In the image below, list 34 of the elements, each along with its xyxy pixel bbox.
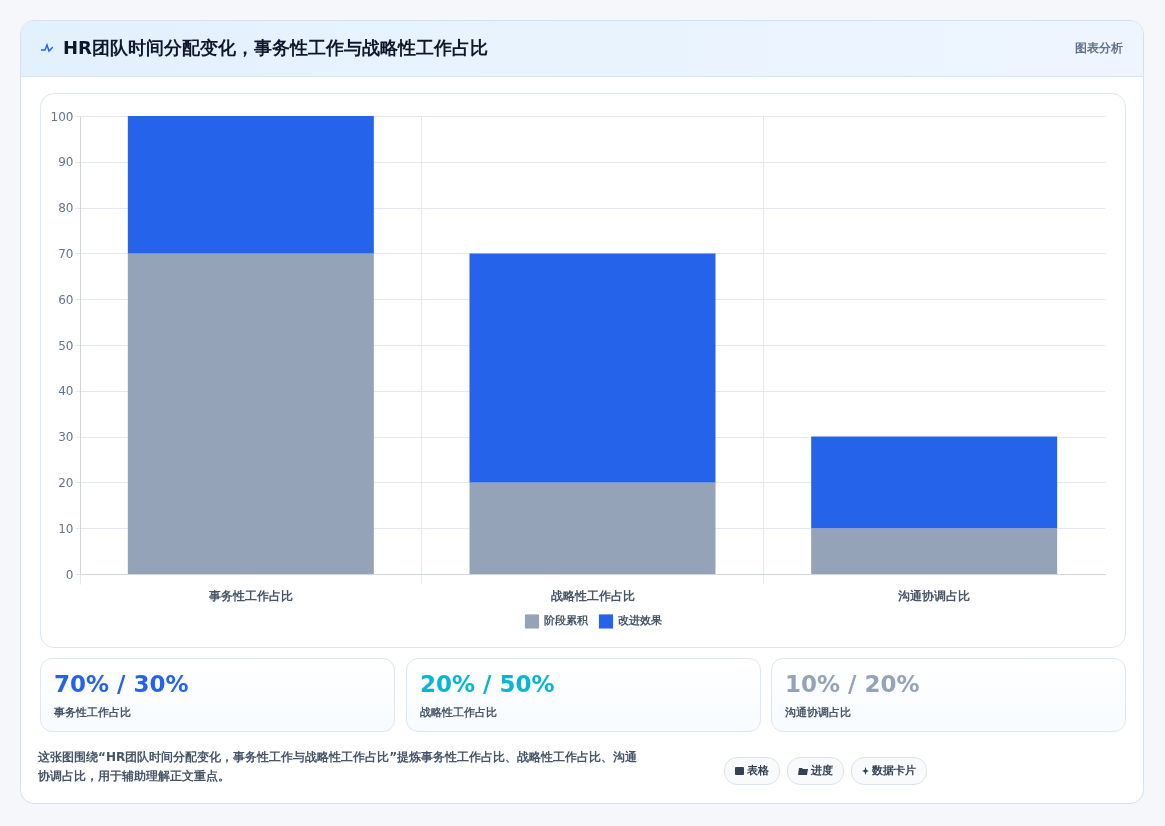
x-tick-label: 战略性工作占比 — [550, 588, 635, 603]
x-tick-label: 事务性工作占比 — [207, 588, 293, 603]
y-tick-label: 60 — [58, 292, 74, 307]
bar — [811, 528, 1058, 574]
bar — [469, 482, 716, 574]
y-tick-label: 80 — [58, 201, 74, 216]
text: 70% / 30% — [54, 671, 189, 697]
legend-label: 改进效果 — [618, 614, 663, 628]
text: 进度 — [811, 764, 833, 777]
text: 10% / 20% — [785, 671, 920, 697]
y-tick-label: 40 — [58, 384, 74, 399]
y-tick-label: 70 — [58, 246, 74, 261]
chart-title: HR团队时间分配变化，事务性工作与战略性工作占比 — [63, 36, 488, 60]
bar — [127, 116, 374, 254]
text: 图表分析 — [1075, 40, 1123, 57]
y-tick-label: 10 — [58, 521, 74, 536]
y-tick-label: 50 — [58, 338, 74, 353]
text: 战略性工作占比 — [420, 705, 497, 720]
text: 表格 — [747, 764, 769, 777]
x-tick-label: 沟通协调占比 — [897, 588, 971, 603]
bar — [127, 253, 374, 574]
legend-label: 阶段累积 — [544, 614, 589, 628]
y-tick-label: 0 — [65, 567, 74, 582]
text: 20% / 50% — [420, 671, 555, 697]
bar — [811, 436, 1058, 529]
y-tick-label: 30 — [58, 430, 74, 445]
text: 数据卡片 — [872, 764, 916, 777]
text: 沟通协调占比 — [785, 705, 851, 720]
y-tick-label: 100 — [50, 109, 74, 124]
y-tick-label: 90 — [58, 155, 74, 170]
y-tick-label: 20 — [58, 475, 74, 490]
text: 事务性工作占比 — [54, 705, 131, 720]
text: 这张图围绕“HR团队时间分配变化，事务性工作与战略性工作占比”提炼事务性工作占比、战略性工作占比、沟通协调占比，用于辅助理解正文重点。 — [38, 749, 638, 785]
bar — [469, 253, 716, 483]
